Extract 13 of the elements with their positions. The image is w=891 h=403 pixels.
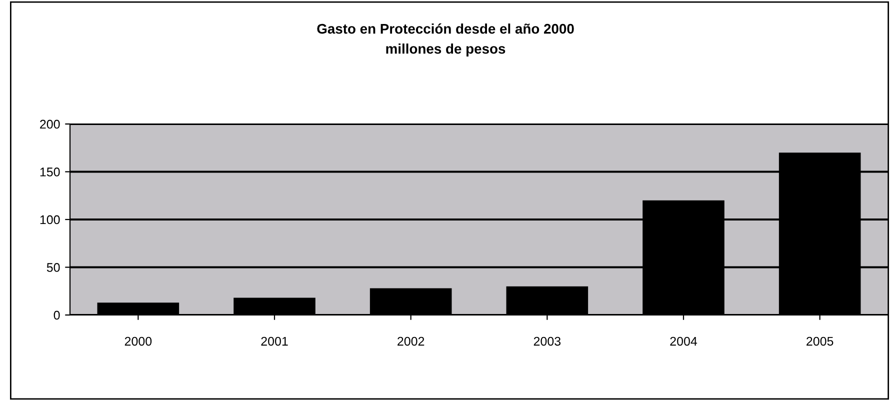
x-tick-label: 2002 bbox=[398, 336, 424, 346]
x-tick-label: 2001 bbox=[261, 336, 288, 346]
y-tick-label: 100 bbox=[40, 215, 60, 224]
chart-subtitle: millones de pesos bbox=[386, 44, 506, 56]
x-tick-label: 2003 bbox=[534, 336, 561, 346]
y-tick-label: 50 bbox=[46, 263, 60, 272]
x-tick-label: 2000 bbox=[124, 336, 152, 346]
x-tick-label: 2004 bbox=[670, 336, 698, 346]
x-tick-label: 2005 bbox=[806, 336, 834, 346]
y-tick-label: 200 bbox=[40, 120, 60, 129]
chart-title: Gasto en Protección desde el año 2000 bbox=[317, 23, 574, 34]
y-tick-label: 0 bbox=[54, 310, 60, 320]
y-tick-label: 150 bbox=[40, 168, 60, 176]
